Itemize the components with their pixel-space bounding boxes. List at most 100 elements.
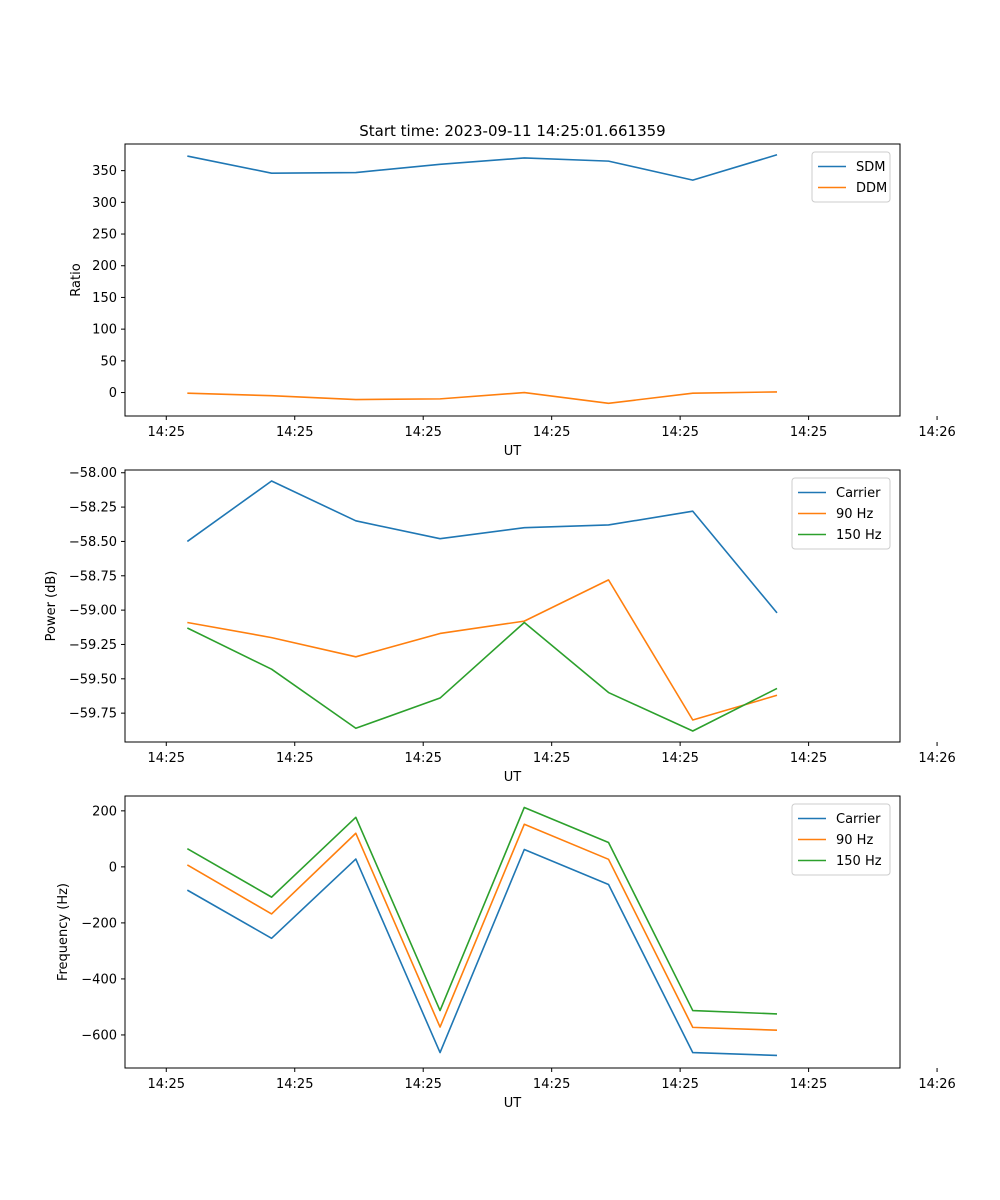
chart-1-series-1-point: [439, 163, 442, 166]
chart-2-series-2-point: [354, 655, 357, 658]
chart-3-series-2-point: [186, 863, 189, 866]
chart-1-x-tick-label: 14:25: [533, 425, 570, 440]
chart-3-x-tick-label: 14:26: [918, 1077, 955, 1092]
chart-3-series-2-point: [439, 1026, 442, 1029]
chart-1-series-1-point: [691, 179, 694, 182]
chart-3-series-1-point: [691, 1051, 694, 1054]
chart-1-series-1-line: [187, 154, 778, 181]
chart-2-series-2-point: [607, 578, 610, 581]
chart-3-series-3-point: [607, 841, 610, 844]
figure-title: Start time: 2023-09-11 14:25:01.661359: [359, 122, 665, 140]
chart-1-y-tick-label: 0: [109, 386, 117, 401]
chart-2-legend-label-1: Carrier: [836, 486, 881, 501]
chart-3-x-tick-label: 14:25: [661, 1077, 698, 1092]
chart-3-series-3-point: [776, 1012, 779, 1015]
chart-2-series-1-point: [354, 519, 357, 522]
chart-2: 14:25 14:25 14:25 14:25 14:25 14:25 14:26 −58.0…: [44, 466, 956, 785]
chart-3-series-1-point: [270, 937, 273, 940]
chart-1-series-2-point: [776, 390, 779, 393]
chart-3-series-1-point: [354, 858, 357, 861]
chart-2-y-tick-label: −58.25: [69, 501, 117, 516]
chart-3-y-tick-label: 200: [92, 804, 117, 819]
chart-1-x-axis-label: UT: [504, 444, 522, 459]
chart-1-x-tick-label: 14:25: [148, 425, 185, 440]
chart-2-series-1-line: [186, 480, 778, 614]
chart-3-series-3-point: [691, 1009, 694, 1012]
chart-3-series-2-point: [354, 832, 357, 835]
chart-2-series-3-point: [354, 727, 357, 730]
chart-1-y-tick-label: 100: [92, 323, 117, 338]
chart-1-y-axis-label: Ratio: [69, 263, 84, 296]
chart-2-legend-label-3: 150 Hz: [836, 528, 882, 543]
chart-1-series-2-point: [691, 392, 694, 395]
chart-2-series-1-point: [186, 540, 189, 543]
chart-3-x-tick-label: 14:25: [533, 1077, 570, 1092]
chart-1-y-tick-label: 350: [92, 164, 117, 179]
chart-3-x-axis-label: UT: [504, 1096, 522, 1111]
chart-1-legend: SDM DDM: [811, 151, 891, 203]
chart-1-series-1-point: [186, 155, 189, 158]
chart-3-series-3-point: [186, 847, 189, 850]
chart-2-y-tick-label: −59.25: [69, 638, 117, 653]
chart-1-legend-box: [811, 151, 891, 203]
chart-3-legend-label-3: 150 Hz: [836, 854, 882, 869]
chart-1-series-1-point: [776, 153, 779, 156]
chart-1-series-1-point: [270, 172, 273, 175]
chart-2-x-tick-label: 14:26: [918, 751, 955, 766]
chart-3-x-tick-label: 14:25: [404, 1077, 441, 1092]
chart-3-x-tick-label: 14:25: [790, 1077, 827, 1092]
chart-2-series-3-point: [607, 691, 610, 694]
chart-3-y-tick-label: −600: [81, 1028, 117, 1043]
chart-1-frame: [124, 143, 901, 417]
chart-1-y-tick-label: 250: [92, 228, 117, 243]
chart-1-series-1-point: [607, 160, 610, 163]
chart-2-series-2-point: [439, 632, 442, 635]
chart-1-series-2-point: [354, 398, 357, 401]
chart-2-series-1-point: [607, 523, 610, 526]
chart-3-series-1-point: [439, 1051, 442, 1054]
chart-1: 14:25 14:25 14:25 14:25 14:25 14:25 14:26 0 50 10…: [69, 143, 956, 459]
chart-3-series-3-point: [270, 896, 273, 899]
chart-1-series-2-point: [186, 392, 189, 395]
chart-2-series-3-point: [439, 697, 442, 700]
chart-1-x-tick-label: 14:25: [661, 425, 698, 440]
chart-3-series-1-point: [186, 889, 189, 892]
chart-3-series-2-point: [523, 823, 526, 826]
chart-3-frame: [124, 795, 901, 1069]
chart-2-y-tick-label: −58.00: [69, 466, 117, 481]
chart-2-series-1-point: [523, 526, 526, 529]
chart-1-series-2-point: [439, 397, 442, 400]
chart-2-series-3-point: [523, 621, 526, 624]
chart-3-series-3-line: [186, 806, 778, 1015]
chart-1-x-tick-label: 14:25: [404, 425, 441, 440]
chart-3-series-2-point: [776, 1029, 779, 1032]
chart-1-x-tick-label: 14:25: [790, 425, 827, 440]
chart-3-series-2-point: [691, 1026, 694, 1029]
chart-2-frame: [124, 469, 901, 743]
chart-3-legend-label-2: 90 Hz: [836, 833, 873, 848]
chart-3-y-tick-label: −200: [81, 916, 117, 931]
chart-1-y-tick-label: 50: [100, 354, 117, 369]
chart-2-x-tick-label: 14:25: [661, 751, 698, 766]
chart-2-series-1-point: [439, 537, 442, 540]
chart-3-series-1-point: [607, 883, 610, 886]
chart-2-series-2-point: [270, 636, 273, 639]
charts: 14:25 14:25 14:25 14:25 14:25 14:25 14:26 0 50 10…: [44, 143, 956, 1111]
chart-2-series-1-point: [270, 479, 273, 482]
chart-2-series-3-point: [270, 668, 273, 671]
chart-1-y-tick-label: 150: [92, 291, 117, 306]
chart-2-x-tick-label: 14:25: [533, 751, 570, 766]
chart-2-x-tick-label: 14:25: [276, 751, 313, 766]
chart-1-legend-label-2: DDM: [856, 181, 887, 196]
chart-1-series-2-point: [607, 402, 610, 405]
chart-2-y-tick-label: −58.75: [69, 569, 117, 584]
chart-2-series-3-line: [186, 621, 778, 732]
chart-1-series-2-line: [187, 391, 778, 405]
chart-3-series-1-point: [776, 1054, 779, 1057]
chart-3-y-tick-label: −400: [81, 972, 117, 987]
chart-2-series-3-point: [186, 626, 189, 629]
chart-3-series-1-point: [523, 848, 526, 851]
chart-2-series-1-point: [776, 611, 779, 614]
chart-2-series-2-line: [187, 579, 778, 721]
